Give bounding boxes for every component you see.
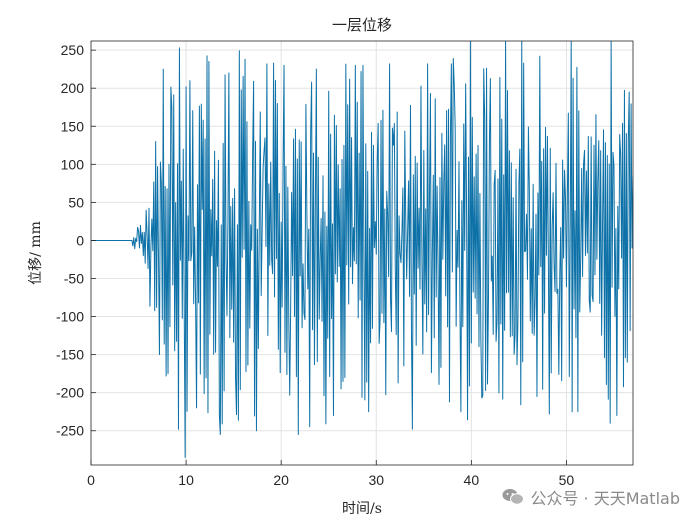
y-tick-label: 200 bbox=[61, 80, 85, 96]
x-axis-ticks: 0 10 20 30 40 50 bbox=[87, 460, 574, 488]
plot-frame bbox=[90, 40, 634, 466]
y-tick-label: -150 bbox=[56, 347, 84, 363]
y-tick-label: 100 bbox=[61, 156, 85, 172]
y-tick-label: 0 bbox=[76, 232, 84, 248]
watermark: 公众号 · 天天Matlab bbox=[502, 485, 680, 509]
y-tick-label: 50 bbox=[68, 194, 84, 210]
x-axis-title: 时间/s bbox=[342, 501, 382, 517]
x-tick-label: 40 bbox=[464, 472, 480, 488]
y-tick-label: -100 bbox=[56, 309, 84, 325]
wechat-icon bbox=[502, 488, 525, 506]
x-tick-label: 20 bbox=[273, 472, 289, 488]
watermark-text: 公众号 · 天天Matlab bbox=[530, 489, 680, 508]
series-line bbox=[91, 41, 633, 458]
y-tick-label: -50 bbox=[64, 271, 84, 287]
y-tick-label: -250 bbox=[56, 423, 84, 439]
chart-title: 一层位移 bbox=[332, 16, 392, 34]
x-tick-label: 0 bbox=[87, 472, 95, 488]
y-axis-title: 位移/ mm bbox=[28, 221, 44, 285]
y-tick-label: 150 bbox=[61, 118, 85, 134]
x-tick-label: 50 bbox=[559, 472, 575, 488]
y-axis-ticks: -250 -200 -150 -100 -50 0 50 100 150 200 250 bbox=[56, 42, 96, 439]
x-tick-label: 10 bbox=[178, 472, 194, 488]
y-tick-label: 250 bbox=[61, 42, 85, 58]
x-tick-label: 30 bbox=[368, 472, 384, 488]
series-line-group bbox=[91, 41, 633, 458]
y-tick-label: -200 bbox=[56, 385, 84, 401]
